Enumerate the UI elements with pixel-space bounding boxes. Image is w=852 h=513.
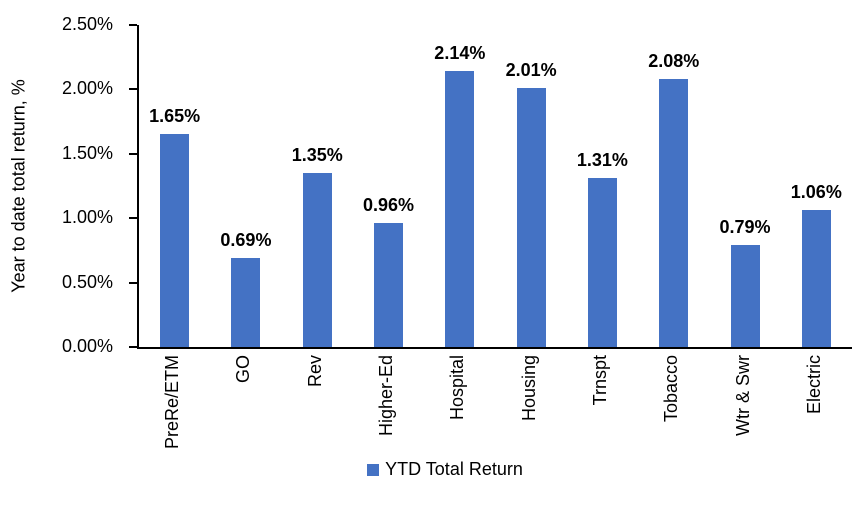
- x-label-cell: Hospital: [422, 355, 493, 467]
- y-tick-mark: [129, 88, 137, 90]
- x-label-cell: Tobacco: [636, 355, 707, 467]
- x-axis-label: Hospital: [447, 355, 468, 421]
- x-axis: PreRe/ETM GO Rev Higher-Ed Hospital Housing Tr…: [137, 355, 850, 467]
- bar-value-label: 1.06%: [790, 182, 842, 202]
- bar: [374, 223, 404, 347]
- bar: [160, 134, 190, 347]
- bar-value-label: 2.14%: [434, 43, 486, 63]
- bar: [302, 173, 332, 347]
- y-tick-label: 2.50%: [61, 14, 113, 34]
- bar-value-label: 2.01%: [505, 60, 557, 80]
- bar-group: 1.65%: [139, 25, 210, 347]
- y-tick-label: 1.50%: [61, 143, 113, 163]
- x-axis-label: Higher-Ed: [376, 355, 397, 437]
- bar: [730, 245, 760, 347]
- bar-group: 0.79%: [709, 25, 780, 347]
- y-tick-mark: [129, 282, 137, 284]
- bar-group: 2.14%: [424, 25, 495, 347]
- bar-value-label: 2.08%: [648, 51, 700, 71]
- bar-value-label: 0.96%: [363, 195, 415, 215]
- x-label-cell: PreRe/ETM: [137, 355, 208, 467]
- x-label-cell: Wtr & Swr: [707, 355, 778, 467]
- x-axis-label: Trnspt: [589, 355, 610, 406]
- bar-group: 0.69%: [210, 25, 281, 347]
- x-axis-label: GO: [233, 355, 254, 384]
- y-axis-title: Year to date total return, %: [8, 79, 29, 293]
- bar: [801, 210, 831, 347]
- bar-group: 2.01%: [495, 25, 566, 347]
- bar-group: 1.31%: [567, 25, 638, 347]
- bar-value-label: 1.35%: [291, 145, 343, 165]
- bars-row: 1.65% 0.69% 1.35% 0.96% 2.14% 2.01% 1.31% 2.08%…: [139, 25, 852, 347]
- x-axis-label: Rev: [304, 355, 325, 388]
- plot-area: 1.65% 0.69% 1.35% 0.96% 2.14% 2.01% 1.31% 2.08%…: [137, 25, 852, 349]
- y-tick-label: 2.00%: [61, 78, 113, 98]
- bar-group: 1.06%: [781, 25, 852, 347]
- y-tick-label: 1.00%: [61, 207, 113, 227]
- bar: [516, 88, 546, 347]
- bar: [445, 71, 475, 347]
- bar-value-label: 0.69%: [220, 230, 272, 250]
- bar: [231, 258, 261, 347]
- y-tick-mark: [129, 24, 137, 26]
- x-label-cell: Housing: [493, 355, 564, 467]
- y-tick-mark: [129, 217, 137, 219]
- x-axis-label: Tobacco: [661, 355, 682, 423]
- legend-label: YTD Total Return: [385, 459, 523, 479]
- y-tick-mark: [129, 346, 137, 348]
- legend-marker-icon: [367, 463, 380, 476]
- x-label-cell: Higher-Ed: [351, 355, 422, 467]
- bar: [587, 178, 617, 347]
- y-tick-mark: [129, 153, 137, 155]
- y-tick-label: 0.00%: [61, 336, 113, 356]
- bar-group: 2.08%: [638, 25, 709, 347]
- bar-value-label: 0.79%: [719, 217, 771, 237]
- x-label-cell: GO: [208, 355, 279, 467]
- legend: YTD Total Return: [19, 459, 852, 480]
- bar: [659, 79, 689, 347]
- bar-value-label: 1.31%: [576, 150, 628, 170]
- x-label-cell: Trnspt: [565, 355, 636, 467]
- bar-value-label: 1.65%: [149, 106, 201, 126]
- y-tick-label: 0.50%: [61, 272, 113, 292]
- x-axis-label: PreRe/ETM: [162, 355, 183, 450]
- bar-group: 0.96%: [353, 25, 424, 347]
- x-axis-label: Wtr & Swr: [732, 355, 753, 436]
- bar-group: 1.35%: [282, 25, 353, 347]
- x-label-cell: Rev: [280, 355, 351, 467]
- x-axis-label: Electric: [803, 355, 824, 415]
- x-label-cell: Electric: [779, 355, 850, 467]
- x-axis-label: Housing: [518, 355, 539, 422]
